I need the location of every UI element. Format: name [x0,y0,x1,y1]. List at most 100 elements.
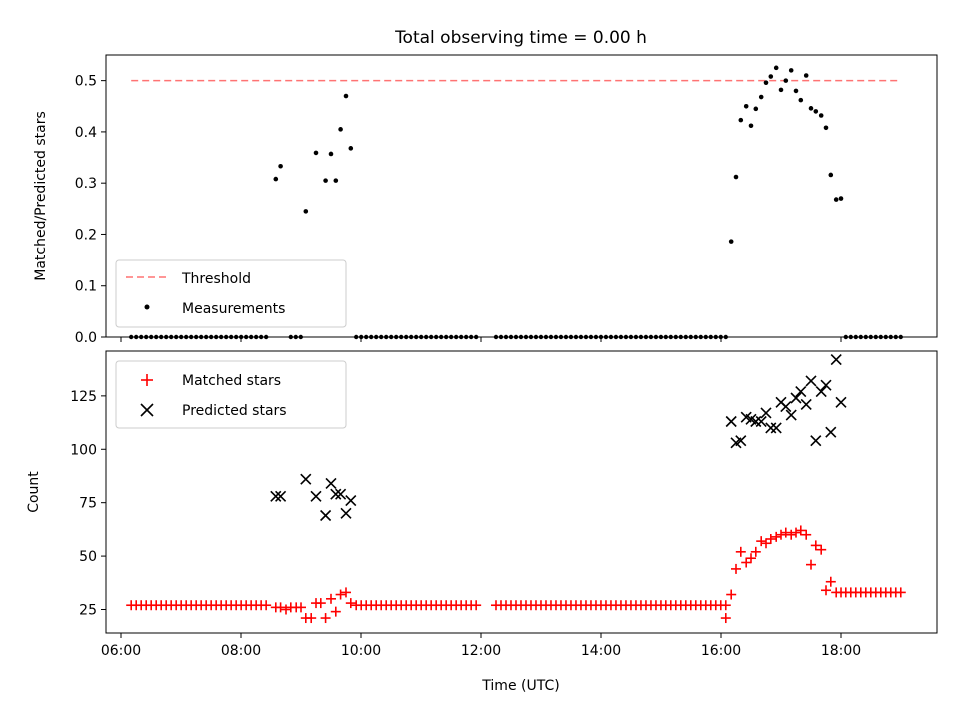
measurement-point [158,334,164,340]
measurement-point [178,334,184,340]
measurement-point [508,334,514,340]
measurement-point [778,87,784,93]
measurement-point [373,334,379,340]
predicted-point [755,415,767,428]
predicted-point [335,488,347,500]
measurement-point [213,334,219,340]
measurement-point [129,334,134,340]
matched-point [726,589,737,600]
measurement-point [363,334,369,340]
measurement-point [848,334,853,340]
matched-point [261,600,272,611]
predicted-point [780,400,792,413]
measurement-point [333,178,339,183]
measurement-point [803,73,809,78]
matched-point [836,587,846,598]
measurement-point [633,334,639,340]
measurement-point [543,334,549,340]
measurement-point [138,334,144,340]
measurement-point [243,334,249,340]
measurement-point [378,334,384,340]
measurement-point [883,334,888,340]
ratio-y-ticks: 0.0 0.1 0.2 0.3 0.4 0.5 [75,74,106,346]
count-legend-box [115,360,347,429]
ratio-y-axis-label: Matched/Predicted stars [33,111,49,281]
matched-point [776,529,786,540]
measurement-point [713,334,718,340]
measurement-point [718,334,723,340]
measurement-point [248,334,254,340]
measurement-point [898,334,903,340]
legend-matched-swatch [141,374,153,386]
measurement-point [538,334,544,340]
predicted-point [765,422,777,434]
count-x-tick-label: 16:00 [701,643,741,659]
measurement-point [618,334,624,340]
measurement-point [798,97,804,103]
chart-title: Total observing time = 0.00 h [394,28,647,48]
predicted-point [835,396,847,408]
measurement-point [663,334,668,340]
measurement-point [133,334,139,340]
ratio-legend: Threshold Measurements [115,259,347,328]
matched-point [320,613,331,624]
predicted-point [330,488,342,500]
measurement-point [818,113,824,118]
measurement-point [723,334,728,340]
measurement-point [758,94,764,100]
measurement-point [173,334,179,340]
matched-point [756,536,767,547]
measurement-point [668,334,673,340]
count-y-tick-label: 50 [79,549,97,565]
matched-point [795,525,806,536]
predicted-point [340,507,352,519]
predicted-point [270,490,282,502]
predicted-point [820,379,832,391]
predicted-point [810,435,822,447]
matched-point [771,531,782,542]
ratio-y-tick-label: 0.5 [75,74,97,90]
count-y-axis-label: Count [26,471,42,513]
matched-point [806,559,816,570]
measurement-point [393,334,399,340]
measurement-point [423,334,429,340]
matched-point [765,534,776,544]
measurement-point [598,334,604,340]
measurement-point [453,334,459,340]
measurement-point [503,334,509,340]
measurement-point [588,334,594,340]
count-axes-frame [105,350,938,634]
matched-point [821,585,831,596]
measurement-point [348,146,354,151]
measurement-point [253,334,259,340]
measurement-point [278,163,283,169]
measurement-point [808,106,814,111]
predicted-point [725,415,737,428]
measurement-point [763,80,769,85]
count-x-ticks: 06:00 08:00 10:00 12:00 14:00 16:00 18:00 [101,633,861,659]
measurement-point [408,334,414,340]
count-x-tick-label: 14:00 [581,643,621,659]
measurement-point [293,334,298,340]
measurement-point [383,334,389,340]
measurement-point [858,334,863,340]
measurement-point [688,334,693,340]
measurement-point [753,106,759,112]
measurement-point [143,334,149,340]
measurement-point [163,334,169,340]
measurement-point [354,334,359,340]
predicted-point [795,386,807,398]
measurement-point [813,109,819,114]
matched-point [345,598,356,609]
matched-point [471,600,482,611]
measurement-point [828,172,834,178]
measurement-point [448,334,454,340]
predicted-point [805,375,817,387]
predicted-point [300,473,312,485]
measurement-point [533,334,539,340]
count-y-tick-label: 25 [79,603,97,619]
measurement-point [193,334,199,340]
measurement-point [653,334,659,340]
matched-point [895,587,906,598]
count-x-tick-label: 06:00 [101,643,141,659]
